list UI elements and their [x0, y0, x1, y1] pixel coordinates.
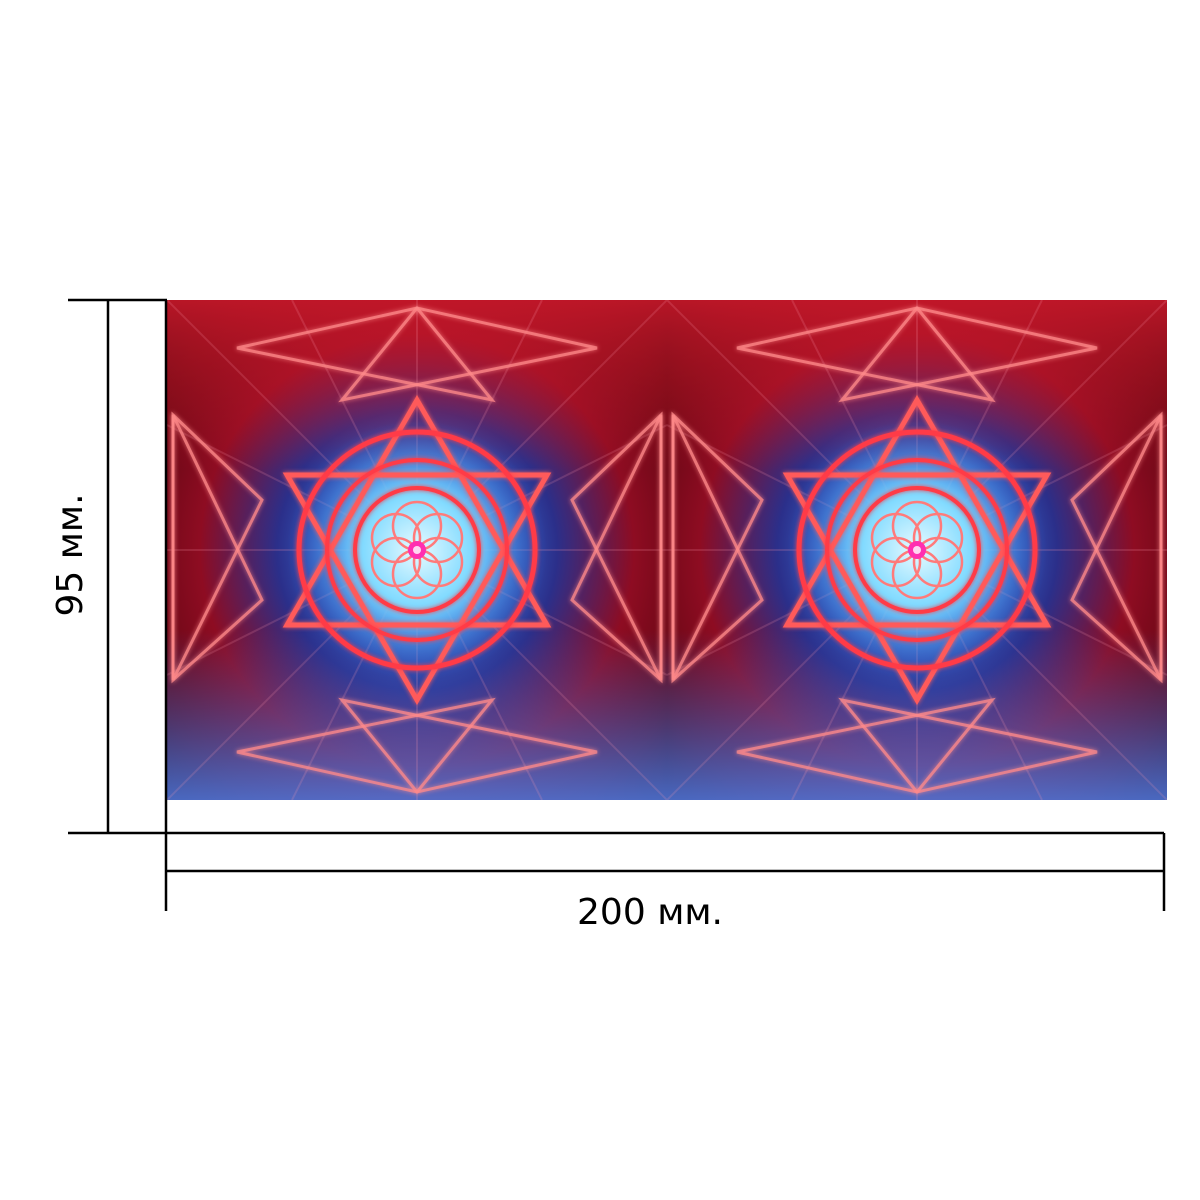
height-label: 95 мм.: [50, 493, 91, 616]
pattern-tile-right: [667, 300, 1167, 800]
width-label: 200 мм.: [577, 892, 723, 933]
print-panel: [167, 300, 1167, 800]
pattern-tile-left: [167, 300, 667, 800]
height-dimension: 95 мм.: [50, 298, 168, 835]
width-dimension: 200 мм.: [164, 831, 1166, 933]
